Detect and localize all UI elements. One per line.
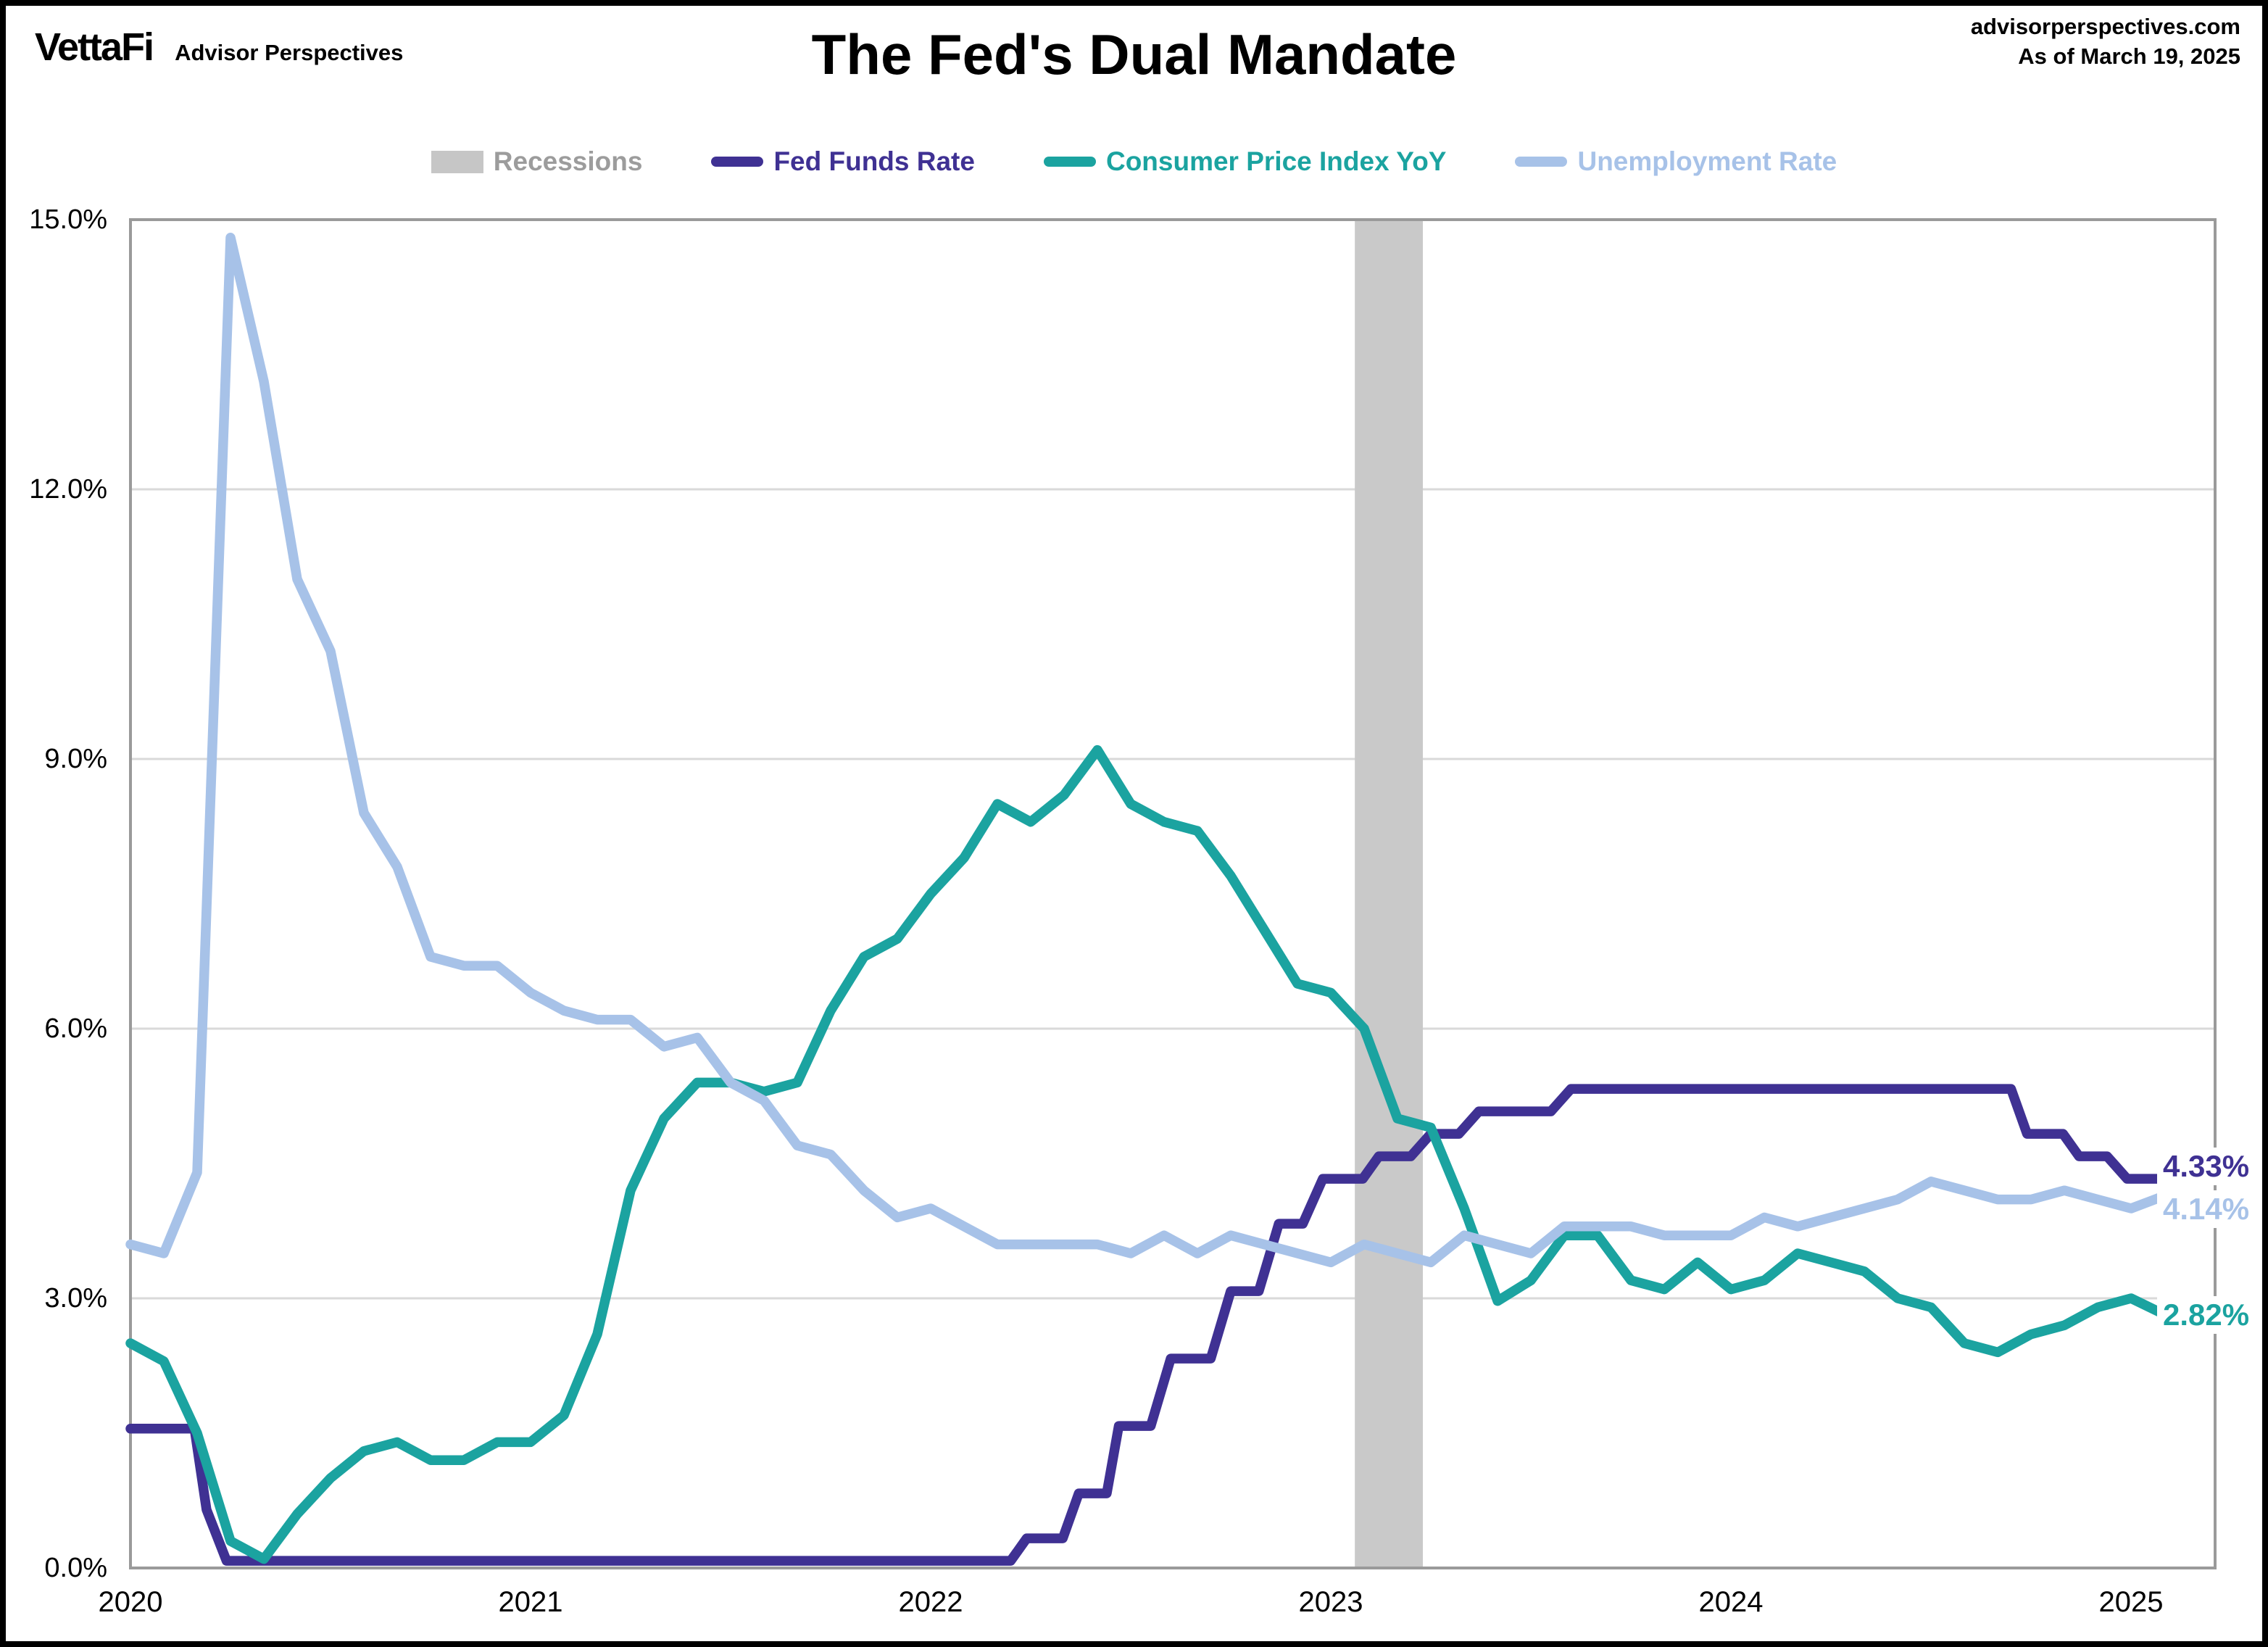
legend-label: Fed Funds Rate bbox=[773, 146, 975, 176]
vettafi-logo: VettaFi bbox=[35, 25, 154, 69]
x-axis-tick: 2022 bbox=[898, 1586, 963, 1618]
y-axis-tick: 12.0% bbox=[29, 474, 107, 505]
cpi-end-value: 2.82% bbox=[2157, 1296, 2256, 1334]
source-url: advisorperspectives.com bbox=[1970, 14, 2240, 39]
y-axis-tick: 9.0% bbox=[44, 744, 107, 774]
recession-swatch-icon bbox=[431, 150, 483, 173]
series-line-cpi-yoy bbox=[125, 744, 2169, 1564]
x-axis-tick: 2020 bbox=[98, 1586, 163, 1618]
y-axis-tick: 3.0% bbox=[44, 1283, 107, 1314]
fed-funds-line-icon bbox=[711, 157, 764, 167]
y-axis-tick: 15.0% bbox=[29, 204, 107, 235]
cpi-line-icon bbox=[1043, 157, 1096, 167]
legend-item-cpi: Consumer Price Index YoY bbox=[1043, 146, 1447, 177]
series-line-fed-funds bbox=[125, 1084, 2172, 1566]
x-axis-tick: 2023 bbox=[1298, 1586, 1363, 1618]
legend-item-recessions: Recessions bbox=[431, 146, 643, 177]
as-of-date: As of March 19, 2025 bbox=[2018, 43, 2240, 69]
unemployment-line-icon bbox=[1515, 157, 1568, 167]
plot-border bbox=[129, 218, 2217, 1569]
x-axis-tick: 2021 bbox=[498, 1586, 563, 1618]
legend: Recessions Fed Funds Rate Consumer Price… bbox=[6, 146, 2262, 177]
x-axis-tick: 2025 bbox=[2098, 1586, 2164, 1618]
logo: VettaFi Advisor Perspectives bbox=[35, 25, 403, 70]
logo-subtitle: Advisor Perspectives bbox=[175, 40, 404, 65]
legend-label: Recessions bbox=[493, 146, 643, 176]
chart-plot-area bbox=[125, 218, 2217, 1569]
fed-funds-end-value: 4.33% bbox=[2157, 1148, 2256, 1185]
legend-label: Unemployment Rate bbox=[1577, 146, 1837, 176]
legend-label: Consumer Price Index YoY bbox=[1105, 146, 1447, 176]
page-title: The Fed's Dual Mandate bbox=[811, 22, 1457, 86]
legend-item-unemployment: Unemployment Rate bbox=[1515, 146, 1837, 177]
x-axis-tick: 2024 bbox=[1698, 1586, 1764, 1618]
recession-band bbox=[1355, 221, 1424, 1567]
unemployment-end-value: 4.14% bbox=[2157, 1190, 2256, 1228]
legend-item-fed-funds: Fed Funds Rate bbox=[711, 146, 975, 177]
y-axis-tick: 0.0% bbox=[44, 1553, 107, 1583]
source-block: advisorperspectives.com As of March 19, … bbox=[1971, 12, 2240, 71]
y-axis-tick: 6.0% bbox=[44, 1013, 107, 1044]
series-line-unemployment bbox=[125, 233, 2169, 1268]
